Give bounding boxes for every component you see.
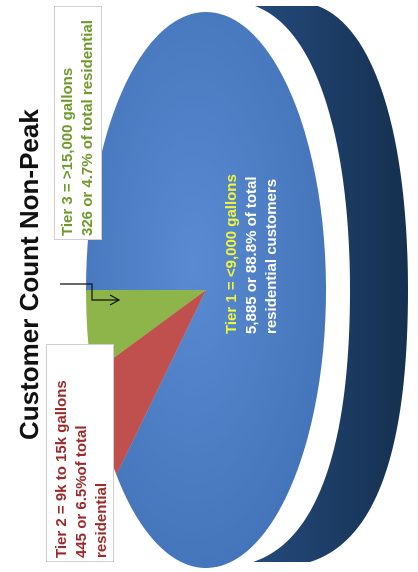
tier3-callout-connector bbox=[60, 283, 118, 301]
tier2-label-line1: Tier 2 = 9k to 15k gallons bbox=[53, 380, 70, 558]
tier1-label: Tier 1 = <9,000 gallons 5,885 or 88.8% o… bbox=[222, 174, 282, 334]
chart-title: Customer Count Non-Peak bbox=[14, 109, 44, 440]
tier1-label-line2: 5,885 or 88.8% of total bbox=[243, 176, 260, 334]
pie-slice-tier1 bbox=[86, 12, 326, 569]
tier3-label-line2: 326 or 4.7% of total residential bbox=[79, 20, 96, 236]
pie-slice-tier3 bbox=[86, 290, 206, 375]
tier2-label-box bbox=[46, 344, 114, 562]
tier1-label-line3: residential customers bbox=[263, 178, 280, 334]
tier3-label: Tier 3 = >15,000 gallons 326 or 4.7% of … bbox=[58, 20, 98, 236]
pie-side bbox=[253, 6, 408, 562]
tier2-label: Tier 2 = 9k to 15k gallons 445 or 6.5%of… bbox=[52, 380, 112, 558]
tier2-label-line2: 445 or 6.5%of total bbox=[73, 425, 90, 558]
tier2-label-line3: residential bbox=[93, 482, 110, 558]
tier3-callout-arrowhead bbox=[109, 294, 121, 306]
pie-slice-tier2 bbox=[91, 290, 206, 475]
tier1-label-line1: Tier 1 = <9,000 gallons bbox=[223, 174, 240, 334]
tier3-label-line1: Tier 3 = >15,000 gallons bbox=[59, 67, 76, 236]
tier3-label-box bbox=[54, 6, 102, 240]
